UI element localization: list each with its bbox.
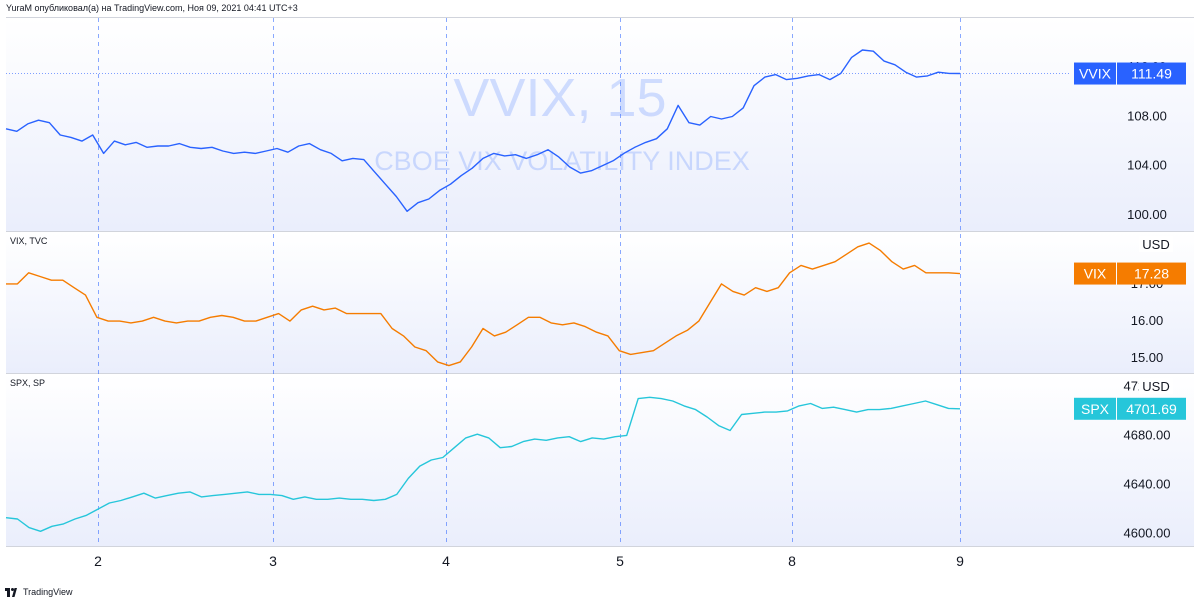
pane-background-1 [6,232,1194,373]
vix-last-value-label: 17.28 [1134,266,1169,282]
footer-brand: TradingView [23,587,73,597]
vix-symbol-badge-label: VIX [1084,266,1107,282]
x-tick-label-5: 5 [616,553,624,569]
spx-y-tick-label: 4680.00 [1124,427,1171,442]
vvix-symbol-badge [1074,62,1116,85]
vvix-symbol-badge-label: VVIX [1079,66,1112,82]
spx-y-tick-label: 4600.00 [1124,526,1171,541]
x-tick-label-8: 8 [788,553,796,569]
vix-pane-label: VIX, TVC [10,236,48,246]
vix-currency-label: USD [1142,237,1169,252]
vix-y-tick-label: 16.00 [1131,313,1164,328]
spx-last-value-badge [1117,397,1186,420]
spx-currency-label: USD [1142,379,1169,394]
watermark-subtitle: CBOE VIX VOLATILITY INDEX [374,146,750,176]
spx-symbol-badge-label: SPX [1081,401,1110,417]
spx-last-value-label: 4701.69 [1126,401,1177,417]
publish-header: YuraM опубликовал(а) на TradingView.com,… [6,3,298,13]
pane-background-0 [6,18,1194,231]
x-tick-label-3: 3 [269,553,277,569]
vvix-y-tick-label: 104.00 [1127,158,1167,173]
tradingview-logo-icon [5,587,17,597]
vix-symbol-badge [1074,262,1116,285]
x-tick-label-9: 9 [956,553,964,569]
vix-currency-bg [1139,236,1173,252]
vvix-y-tick-label: 100.00 [1127,207,1167,222]
vvix-series-line [5,49,961,213]
vvix-last-value-badge [1117,62,1186,85]
vix-y-tick-label: 15.00 [1131,350,1164,365]
x-tick-label-4: 4 [442,553,450,569]
vix-last-value-badge [1117,262,1186,285]
spx-pane-label: SPX, SP [10,378,45,388]
footer: TradingView [5,587,73,597]
spx-currency-bg [1139,378,1173,394]
vix-series-line [6,242,961,367]
x-tick-label-2: 2 [94,553,102,569]
spx-series-line [5,396,961,532]
pane-background-2 [6,374,1194,546]
vvix-y-tick-label: 108.00 [1127,108,1167,123]
spx-y-tick-label: 4640.00 [1124,477,1171,492]
vvix-last-value-label: 111.49 [1131,66,1172,82]
watermark-title: VVIX, 15 [453,68,666,128]
spx-symbol-badge [1074,397,1116,420]
